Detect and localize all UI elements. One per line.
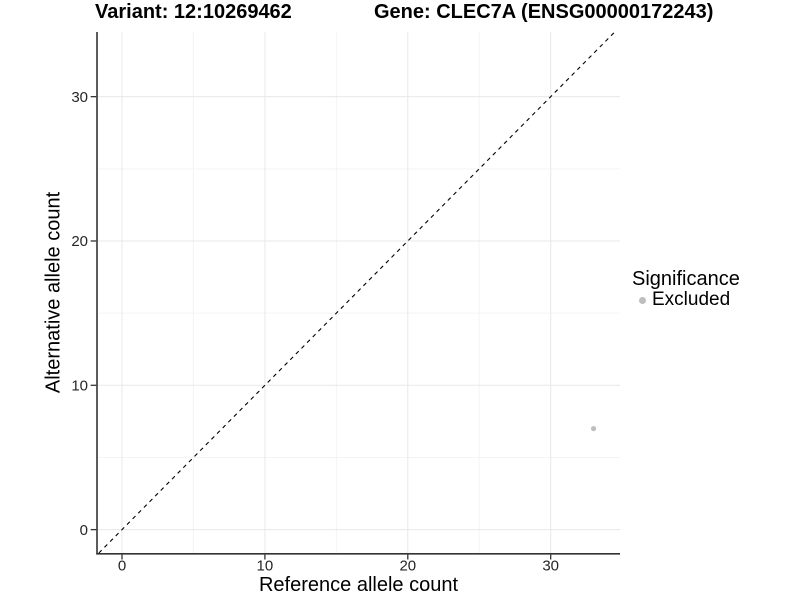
legend-title: Significance [632, 268, 740, 290]
variant-title: Variant: 12:10269462 [95, 1, 292, 23]
y-tick-label: 0 [80, 522, 88, 539]
legend-item-label: Excluded [652, 289, 731, 310]
identity-line [98, 32, 616, 553]
y-tick-label: 10 [71, 377, 88, 394]
x-axis-title: Reference allele count [259, 574, 458, 596]
x-tick-label: 30 [542, 558, 559, 575]
x-tick-label: 0 [118, 558, 126, 575]
y-tick-label: 30 [71, 89, 88, 106]
excluded-point-icon [638, 296, 646, 304]
y-axis-title: Alternative allele count [43, 191, 65, 393]
x-tick-label: 20 [399, 558, 416, 575]
legend: Significance Excluded [632, 269, 740, 310]
y-tick-label: 20 [71, 233, 88, 250]
gene-title: Gene: CLEC7A (ENSG00000172243) [374, 1, 714, 23]
legend-key [632, 290, 652, 310]
data-point [590, 425, 597, 432]
legend-item-excluded: Excluded [632, 290, 740, 310]
x-tick-label: 10 [257, 558, 274, 575]
